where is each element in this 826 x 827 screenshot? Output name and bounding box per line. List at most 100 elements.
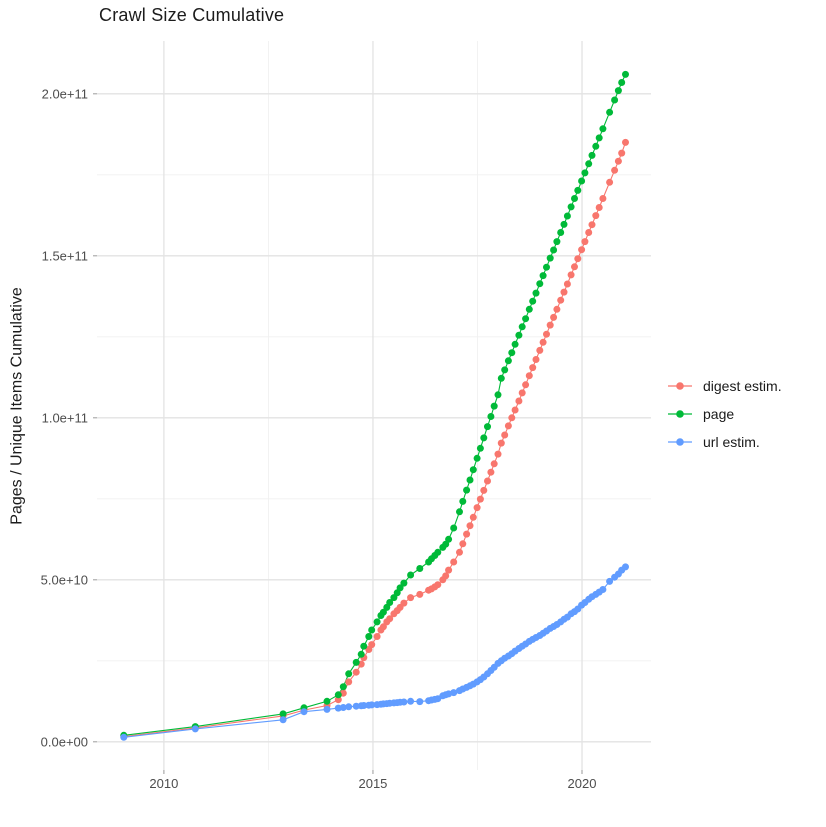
data-point-digest-estim- xyxy=(560,288,568,296)
data-point-digest-estim- xyxy=(592,212,600,220)
data-point-page xyxy=(339,683,347,691)
data-point-digest-estim- xyxy=(463,530,471,538)
legend-item-url-estim: url estim. xyxy=(667,434,782,450)
data-point-digest-estim- xyxy=(407,594,415,602)
data-point-url-estim- xyxy=(599,586,607,593)
data-point-page xyxy=(345,670,353,678)
data-point-url-estim- xyxy=(339,704,347,711)
data-point-digest-estim- xyxy=(497,439,505,447)
data-point-url-estim- xyxy=(300,708,308,716)
data-point-digest-estim- xyxy=(480,486,488,494)
data-point-digest-estim- xyxy=(473,504,481,512)
data-point-digest-estim- xyxy=(434,581,442,589)
data-point-page xyxy=(606,108,614,116)
data-point-page xyxy=(450,524,458,532)
data-point-page xyxy=(386,599,394,606)
data-point-digest-estim- xyxy=(611,166,619,174)
data-point-page xyxy=(536,280,544,288)
data-point-digest-estim- xyxy=(450,558,458,566)
data-point-page xyxy=(400,579,408,587)
data-point-digest-estim- xyxy=(476,495,484,503)
data-point-page xyxy=(563,212,571,220)
x-tick-label: 2020 xyxy=(568,776,597,791)
data-point-page xyxy=(592,142,600,150)
data-point-page xyxy=(323,697,331,705)
data-point-page xyxy=(466,476,474,484)
data-point-digest-estim- xyxy=(532,356,540,363)
data-point-digest-estim- xyxy=(553,305,561,313)
data-point-digest-estim- xyxy=(442,572,450,580)
data-point-digest-estim- xyxy=(567,271,575,279)
data-point-digest-estim- xyxy=(599,195,607,202)
data-point-page xyxy=(334,691,342,699)
data-point-digest-estim- xyxy=(511,406,519,414)
data-point-page xyxy=(456,508,463,516)
data-point-page xyxy=(614,87,622,95)
data-point-page xyxy=(407,571,415,579)
data-point-digest-estim- xyxy=(543,330,550,338)
data-point-digest-estim- xyxy=(578,246,586,254)
data-point-url-estim- xyxy=(416,698,424,706)
data-point-page xyxy=(484,423,491,431)
data-point-page xyxy=(494,391,502,399)
legend-item-page: page xyxy=(667,406,782,422)
legend-label-page: page xyxy=(703,406,735,422)
data-point-page xyxy=(546,254,554,262)
data-point-digest-estim- xyxy=(571,263,578,271)
data-point-page xyxy=(567,203,575,211)
y-tick-label: 0.0e+00 xyxy=(41,734,88,749)
data-point-digest-estim- xyxy=(352,668,360,676)
data-point-digest-estim- xyxy=(525,372,533,380)
chart-title: Crawl Size Cumulative xyxy=(99,5,285,25)
data-point-page xyxy=(360,642,368,650)
data-point-digest-estim- xyxy=(581,238,589,246)
data-point-page xyxy=(459,497,467,505)
data-point-url-estim- xyxy=(120,733,128,741)
data-point-page xyxy=(490,402,498,410)
data-point-page xyxy=(416,565,424,572)
data-point-digest-estim- xyxy=(529,364,537,372)
data-point-page xyxy=(368,626,376,634)
data-point-url-estim- xyxy=(407,697,415,705)
data-point-page xyxy=(550,246,558,254)
data-point-url-estim- xyxy=(323,705,331,713)
data-point-page xyxy=(618,79,626,86)
data-point-digest-estim- xyxy=(487,468,495,476)
data-point-digest-estim- xyxy=(508,414,516,422)
data-point-digest-estim- xyxy=(595,204,603,211)
data-point-digest-estim- xyxy=(334,696,342,704)
data-point-digest-estim- xyxy=(373,633,381,640)
data-point-digest-estim- xyxy=(416,590,424,598)
data-point-digest-estim- xyxy=(515,397,523,405)
series-line-digest-estim- xyxy=(123,142,627,738)
data-point-page xyxy=(539,272,547,280)
y-tick-label: 2.0e+11 xyxy=(42,86,88,101)
data-point-url-estim- xyxy=(352,702,360,710)
data-point-digest-estim- xyxy=(606,178,614,186)
data-point-page xyxy=(365,633,373,640)
data-point-page xyxy=(543,263,550,271)
data-point-page xyxy=(463,486,471,494)
data-point-page xyxy=(501,366,509,374)
y-tick-label: 5.0e+10 xyxy=(41,572,88,587)
data-point-url-estim- xyxy=(345,703,353,711)
data-point-page xyxy=(557,229,565,236)
data-point-digest-estim- xyxy=(557,296,565,304)
data-point-page xyxy=(445,535,453,543)
data-point-digest-estim- xyxy=(563,280,571,288)
data-point-page xyxy=(487,413,495,420)
data-point-digest-estim- xyxy=(522,381,530,389)
data-point-page xyxy=(396,584,404,592)
data-point-digest-estim- xyxy=(539,338,547,346)
y-tick-label: 1.5e+11 xyxy=(42,248,88,263)
data-point-page xyxy=(553,238,561,246)
data-point-page xyxy=(518,323,526,331)
data-point-url-estim- xyxy=(450,689,458,697)
legend-label-digest: digest estim. xyxy=(703,378,782,394)
data-point-digest-estim- xyxy=(494,450,502,458)
y-tick-label: 1.0e+11 xyxy=(42,410,88,425)
data-point-page xyxy=(515,331,523,339)
data-point-digest-estim- xyxy=(574,255,582,263)
data-point-digest-estim- xyxy=(459,540,467,548)
